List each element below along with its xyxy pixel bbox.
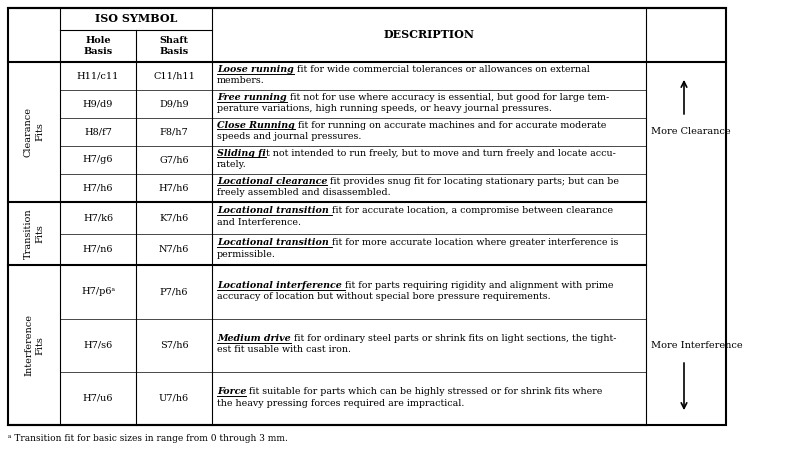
Text: H9/d9: H9/d9 bbox=[83, 100, 113, 108]
Text: C11/h11: C11/h11 bbox=[153, 71, 195, 81]
Text: Hole
Basis: Hole Basis bbox=[83, 36, 113, 56]
Text: Free running: Free running bbox=[217, 93, 286, 101]
Text: P7/h6: P7/h6 bbox=[160, 288, 188, 296]
Text: D9/h9: D9/h9 bbox=[159, 100, 189, 108]
Text: Sliding fi: Sliding fi bbox=[217, 149, 266, 157]
Text: G7/h6: G7/h6 bbox=[159, 155, 189, 164]
Text: H7/k6: H7/k6 bbox=[83, 213, 113, 222]
Text: Locational clearance: Locational clearance bbox=[217, 177, 327, 186]
Text: Locational transition: Locational transition bbox=[217, 207, 332, 215]
Text: fit for accurate location, a compromise between clearance: fit for accurate location, a compromise … bbox=[332, 207, 613, 215]
Text: permissible.: permissible. bbox=[217, 250, 276, 258]
Text: fit suitable for parts which can be highly stressed or for shrink fits where: fit suitable for parts which can be high… bbox=[247, 387, 602, 396]
Text: H7/u6: H7/u6 bbox=[83, 394, 113, 403]
Text: fit for more accurate location where greater interference is: fit for more accurate location where gre… bbox=[332, 238, 618, 247]
Text: Clearance
Fits: Clearance Fits bbox=[24, 107, 44, 157]
Text: Interference
Fits: Interference Fits bbox=[24, 314, 44, 376]
Text: members.: members. bbox=[217, 76, 265, 85]
Text: More Interference: More Interference bbox=[651, 341, 743, 349]
Text: H7/p6ᵃ: H7/p6ᵃ bbox=[81, 288, 115, 296]
Text: H7/s6: H7/s6 bbox=[83, 341, 113, 349]
Text: DESCRIPTION: DESCRIPTION bbox=[384, 30, 475, 40]
Text: perature variations, high running speeds, or heavy journal pressures.: perature variations, high running speeds… bbox=[217, 104, 552, 113]
Text: fit not for use where accuracy is essential, but good for large tem-: fit not for use where accuracy is essent… bbox=[286, 93, 609, 101]
Text: F8/h7: F8/h7 bbox=[160, 127, 188, 136]
Text: N7/h6: N7/h6 bbox=[159, 245, 189, 254]
Text: Transition
Fits: Transition Fits bbox=[24, 208, 44, 259]
Text: ᵃ Transition fit for basic sizes in range from 0 through 3 mm.: ᵃ Transition fit for basic sizes in rang… bbox=[8, 434, 288, 443]
Text: fit for ordinary steel parts or shrink fits on light sections, the tight-: fit for ordinary steel parts or shrink f… bbox=[290, 334, 616, 343]
Text: S7/h6: S7/h6 bbox=[160, 341, 188, 349]
Text: U7/h6: U7/h6 bbox=[159, 394, 189, 403]
Text: More Clearance: More Clearance bbox=[651, 127, 731, 136]
Text: H7/h6: H7/h6 bbox=[83, 183, 113, 192]
Text: Force: Force bbox=[217, 387, 247, 396]
Text: H8/f7: H8/f7 bbox=[84, 127, 112, 136]
Text: the heavy pressing forces required are impractical.: the heavy pressing forces required are i… bbox=[217, 399, 464, 408]
Text: speeds and journal pressures.: speeds and journal pressures. bbox=[217, 132, 361, 141]
Text: H11/c11: H11/c11 bbox=[77, 71, 119, 81]
Text: fit provides snug fit for locating stationary parts; but can be: fit provides snug fit for locating stati… bbox=[327, 177, 619, 186]
Text: Locational transition: Locational transition bbox=[217, 238, 332, 247]
Bar bbox=[8, 8, 726, 425]
Text: fit for parts requiring rigidity and alignment with prime: fit for parts requiring rigidity and ali… bbox=[345, 281, 614, 290]
Text: H7/h6: H7/h6 bbox=[159, 183, 189, 192]
Text: est fit usable with cast iron.: est fit usable with cast iron. bbox=[217, 345, 351, 354]
Text: accuracy of location but without special bore pressure requirements.: accuracy of location but without special… bbox=[217, 292, 551, 301]
Text: rately.: rately. bbox=[217, 160, 247, 169]
Text: Shaft
Basis: Shaft Basis bbox=[160, 36, 188, 56]
Text: ISO SYMBOL: ISO SYMBOL bbox=[95, 14, 177, 25]
Text: fit for running on accurate machines and for accurate moderate: fit for running on accurate machines and… bbox=[294, 121, 606, 130]
Text: H7/g6: H7/g6 bbox=[83, 155, 113, 164]
Text: K7/h6: K7/h6 bbox=[160, 213, 188, 222]
Text: freely assembled and disassembled.: freely assembled and disassembled. bbox=[217, 188, 391, 197]
Text: and Interference.: and Interference. bbox=[217, 218, 301, 227]
Text: t not intended to run freely, but to move and turn freely and locate accu-: t not intended to run freely, but to mov… bbox=[266, 149, 616, 157]
Text: Medium drive: Medium drive bbox=[217, 334, 290, 343]
Text: Loose running: Loose running bbox=[217, 65, 294, 74]
Text: fit for wide commercial tolerances or allowances on external: fit for wide commercial tolerances or al… bbox=[294, 65, 590, 74]
Text: Locational interference: Locational interference bbox=[217, 281, 345, 290]
Text: Close Running: Close Running bbox=[217, 121, 294, 130]
Text: H7/n6: H7/n6 bbox=[83, 245, 113, 254]
